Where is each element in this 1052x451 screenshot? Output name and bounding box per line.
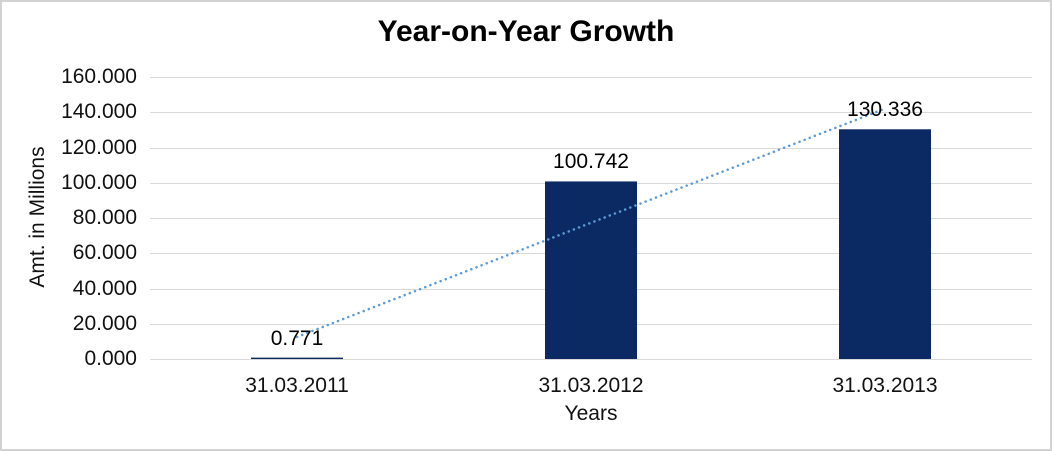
x-tick-label: 31.03.2013 [832,374,938,397]
y-tick-label: 100.000 [61,170,137,194]
y-tick-label: 80.000 [72,206,137,229]
y-tick-label: 0.000 [84,347,137,370]
y-tick-label: 60.000 [72,241,137,265]
data-label: 130.336 [847,98,923,122]
y-tick-label: 20.000 [72,311,137,335]
x-axis-title: Years [564,402,618,425]
y-axis-title: Amt. in Millions [26,146,49,288]
x-tick-label: 31.03.2012 [538,374,644,397]
data-label: 0.771 [270,326,324,350]
y-tick-label: 40.000 [72,276,137,300]
bar-31.03.2013 [839,129,931,359]
bar-31.03.2012 [545,181,637,359]
x-tick-label: 31.03.2011 [245,374,349,397]
chart-title: Year-on-Year Growth [377,15,675,48]
y-tick-label: 160.000 [61,65,137,88]
y-tick-label: 140.000 [61,100,137,124]
trendline [295,107,887,339]
y-tick-label: 120.000 [61,135,137,159]
bar-31.03.2011 [251,357,343,360]
data-label: 100.742 [553,150,629,174]
